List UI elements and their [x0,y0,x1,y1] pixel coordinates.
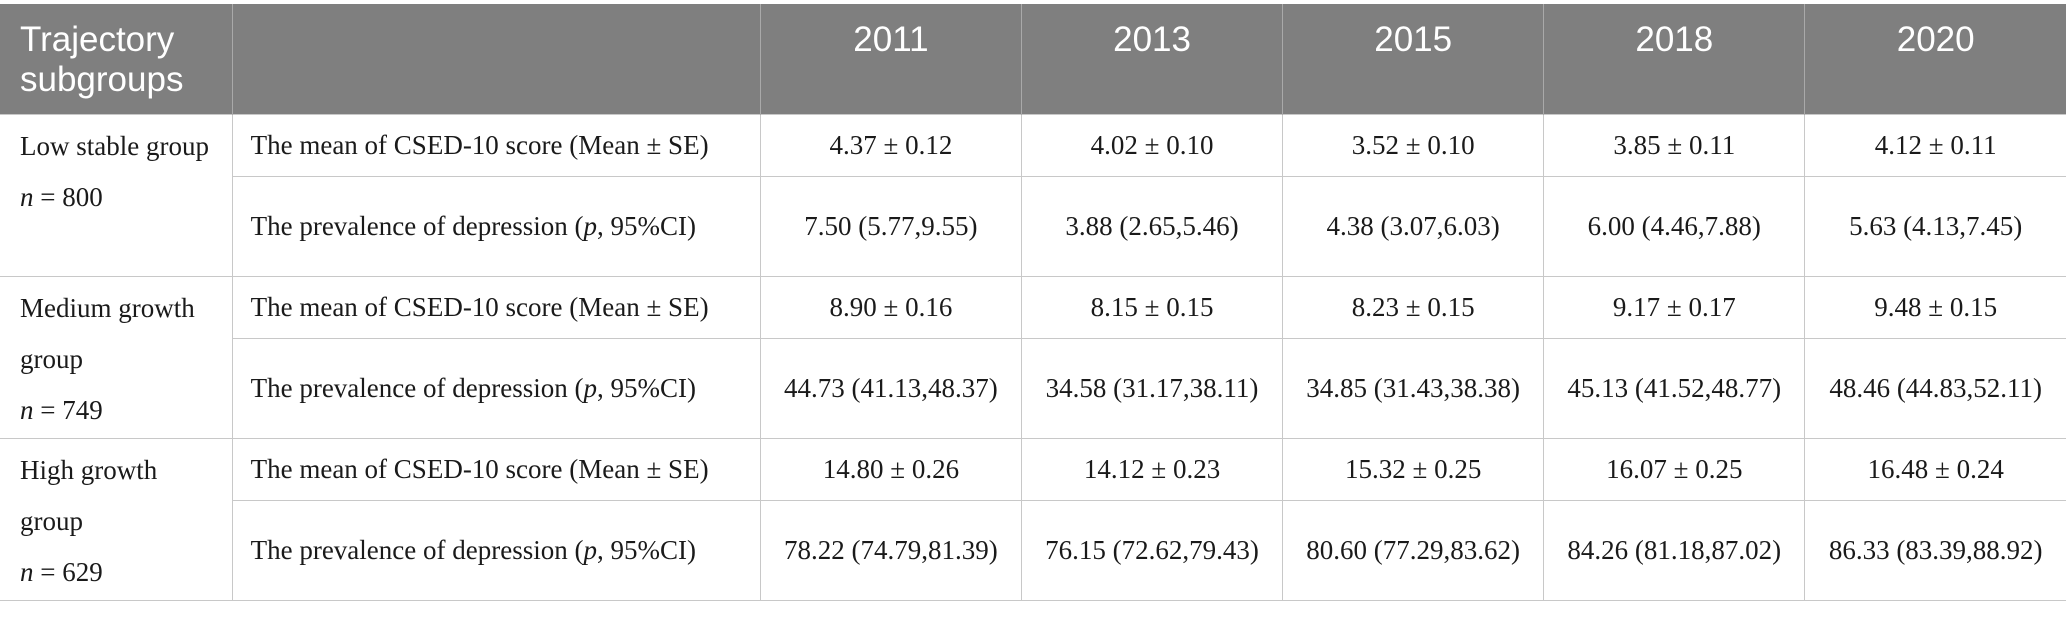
label-text: The prevalence of depression ( [250,372,584,403]
group-name: Medium growth group [20,292,195,374]
table-cell: 9.17 ± 0.17 [1543,275,1806,339]
group-cell-medium-growth: Medium growth group n = 749 [0,275,233,439]
table-header: Trajectory subgroups 2011 2013 2015 2018… [0,4,2066,114]
table-row: The prevalence of depression (p, 95%CI) … [0,175,2066,277]
group-cell-low-stable: Low stable group n = 800 [0,113,233,277]
table-cell: 16.48 ± 0.24 [1804,437,2066,501]
measure-prevalence-label: The prevalence of depression (p, 95%CI) [231,499,761,601]
header-year-2020: 2020 [1804,4,2066,114]
table-cell: 3.85 ± 0.11 [1543,113,1806,177]
table-cell: 8.23 ± 0.15 [1282,275,1545,339]
results-table: Trajectory subgroups 2011 2013 2015 2018… [0,4,2066,601]
measure-mean-label: The mean of CSED-10 score (Mean ± SE) [231,437,761,501]
table-cell: 86.33 (83.39,88.92) [1804,499,2066,601]
table-row: High growth group n = 629 The mean of CS… [0,437,2066,601]
measure-mean-label: The mean of CSED-10 score (Mean ± SE) [231,113,761,177]
table-cell: 16.07 ± 0.25 [1543,437,1806,501]
label-text: , 95%CI) [596,534,696,565]
table-cell: 8.15 ± 0.15 [1020,275,1284,339]
measure-prevalence-label: The prevalence of depression (p, 95%CI) [231,175,761,277]
table-cell: 6.00 (4.46,7.88) [1543,175,1806,277]
group-n-label: n [20,556,34,587]
label-p: p [583,210,597,241]
header-year-2018: 2018 [1543,4,1806,114]
table-cell: 4.37 ± 0.12 [759,113,1022,177]
measure-prevalence-label: The prevalence of depression (p, 95%CI) [231,337,761,439]
header-measure-blank [231,4,761,114]
table-row: Low stable group n = 800 The mean of CSE… [0,113,2066,277]
table-cell: 14.80 ± 0.26 [759,437,1022,501]
table-cell: 45.13 (41.52,48.77) [1543,337,1806,439]
header-year-2011: 2011 [759,4,1022,114]
table-cell: 15.32 ± 0.25 [1282,437,1545,501]
group-n-label: n [20,181,34,212]
label-text: The prevalence of depression ( [250,210,584,241]
header-year-2015: 2015 [1282,4,1545,114]
table-row: The prevalence of depression (p, 95%CI) … [0,499,2066,601]
table-cell: 5.63 (4.13,7.45) [1804,175,2066,277]
table-body: Low stable group n = 800 The mean of CSE… [0,113,2066,601]
label-text: , 95%CI) [596,210,696,241]
table-cell: 9.48 ± 0.15 [1804,275,2066,339]
group-cell-high-growth: High growth group n = 629 [0,437,233,601]
header-year-2013: 2013 [1020,4,1284,114]
group-name: Low stable group [20,130,209,161]
table-cell: 3.88 (2.65,5.46) [1020,175,1284,277]
group-n-value: = 629 [33,556,103,587]
header-trajectory-subgroups: Trajectory subgroups [0,4,233,114]
table-cell: 48.46 (44.83,52.11) [1804,337,2066,439]
table-cell: 3.52 ± 0.10 [1282,113,1545,177]
table-cell: 34.85 (31.43,38.38) [1282,337,1545,439]
header-row: Trajectory subgroups 2011 2013 2015 2018… [0,4,2066,114]
table-row: Medium growth group n = 749 The mean of … [0,275,2066,439]
table-cell: 80.60 (77.29,83.62) [1282,499,1545,601]
table-cell: 4.12 ± 0.11 [1804,113,2066,177]
group-name: High growth group [20,454,158,536]
table-row: The prevalence of depression (p, 95%CI) … [0,337,2066,439]
group-n-label: n [20,394,34,425]
table-cell: 7.50 (5.77,9.55) [759,175,1022,277]
label-p: p [583,534,597,565]
table-cell: 4.38 (3.07,6.03) [1282,175,1545,277]
table-cell: 76.15 (72.62,79.43) [1020,499,1284,601]
group-n-value: = 749 [33,394,103,425]
table-cell: 14.12 ± 0.23 [1020,437,1284,501]
label-p: p [583,372,597,403]
table-cell: 34.58 (31.17,38.11) [1020,337,1284,439]
table-cell: 78.22 (74.79,81.39) [759,499,1022,601]
table-cell: 4.02 ± 0.10 [1020,113,1284,177]
table-cell: 8.90 ± 0.16 [759,275,1022,339]
label-text: , 95%CI) [596,372,696,403]
measure-mean-label: The mean of CSED-10 score (Mean ± SE) [231,275,761,339]
label-text: The prevalence of depression ( [250,534,584,565]
group-n-value: = 800 [33,181,103,212]
table-cell: 44.73 (41.13,48.37) [759,337,1022,439]
table-cell: 84.26 (81.18,87.02) [1543,499,1806,601]
